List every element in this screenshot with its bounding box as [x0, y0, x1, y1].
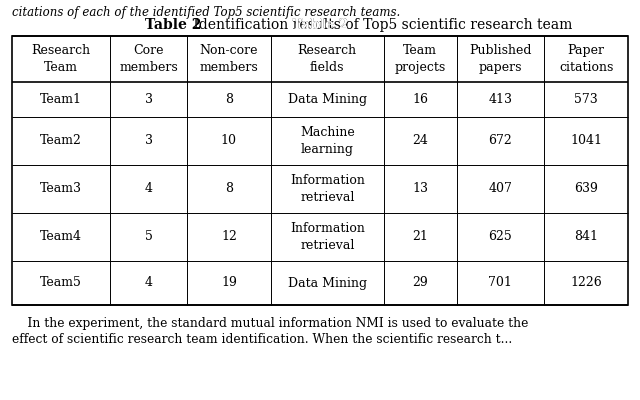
- Text: 3: 3: [145, 93, 153, 106]
- Text: Team3: Team3: [40, 182, 82, 196]
- Text: 5: 5: [145, 230, 152, 244]
- Text: 21: 21: [412, 230, 428, 244]
- Text: 625: 625: [488, 230, 512, 244]
- Text: Data Mining: Data Mining: [288, 276, 367, 290]
- Text: 13: 13: [412, 182, 428, 196]
- Text: Core
members: Core members: [119, 44, 178, 74]
- Text: citations of each of the identified Top5 scientific research teams.: citations of each of the identified Top5…: [12, 6, 400, 19]
- Text: 4: 4: [145, 276, 153, 290]
- Text: In the experiment, the standard mutual information NMI is used to evaluate the: In the experiment, the standard mutual i…: [12, 317, 529, 330]
- Text: Team5: Team5: [40, 276, 82, 290]
- Text: 407: 407: [488, 182, 513, 196]
- Bar: [12, 36, 628, 305]
- Text: 16: 16: [412, 93, 428, 106]
- Text: 4: 4: [145, 182, 153, 196]
- Text: Research
fields: Research fields: [298, 44, 357, 74]
- Text: 639: 639: [574, 182, 598, 196]
- Text: Team1: Team1: [40, 93, 82, 106]
- Text: 413: 413: [488, 93, 513, 106]
- Text: 8: 8: [225, 93, 233, 106]
- Text: Information
retrieval: Information retrieval: [290, 222, 365, 252]
- Text: Team
projects: Team projects: [395, 44, 446, 74]
- Text: Table 2: Table 2: [145, 18, 202, 32]
- Text: 19: 19: [221, 276, 237, 290]
- Text: 573: 573: [574, 93, 598, 106]
- Text: 701: 701: [488, 276, 513, 290]
- Text: Team4: Team4: [40, 230, 82, 244]
- Text: 29: 29: [412, 276, 428, 290]
- Text: Published
papers: Published papers: [469, 44, 532, 74]
- Text: Paper
citations: Paper citations: [559, 44, 613, 74]
- Text: 24: 24: [412, 134, 428, 148]
- Text: 1041: 1041: [570, 134, 602, 148]
- Text: 8: 8: [225, 182, 233, 196]
- Text: Non-core
members: Non-core members: [200, 44, 259, 74]
- Text: 10: 10: [221, 134, 237, 148]
- Text: Information
retrieval: Information retrieval: [290, 174, 365, 204]
- Text: 1226: 1226: [570, 276, 602, 290]
- Text: Machine
learning: Machine learning: [300, 126, 355, 156]
- Text: Table 2: Table 2: [292, 18, 348, 32]
- Text: Data Mining: Data Mining: [288, 93, 367, 106]
- Text: Research
Team: Research Team: [31, 44, 91, 74]
- Text: Identification results of Top5 scientific research team: Identification results of Top5 scientifi…: [189, 18, 572, 32]
- Text: Table 2: Table 2: [292, 18, 348, 32]
- Text: 841: 841: [574, 230, 598, 244]
- Text: 12: 12: [221, 230, 237, 244]
- Text: 672: 672: [488, 134, 512, 148]
- Text: Team2: Team2: [40, 134, 82, 148]
- Text: 3: 3: [145, 134, 153, 148]
- Text: effect of scientific research team identification. When the scientific research : effect of scientific research team ident…: [12, 333, 512, 346]
